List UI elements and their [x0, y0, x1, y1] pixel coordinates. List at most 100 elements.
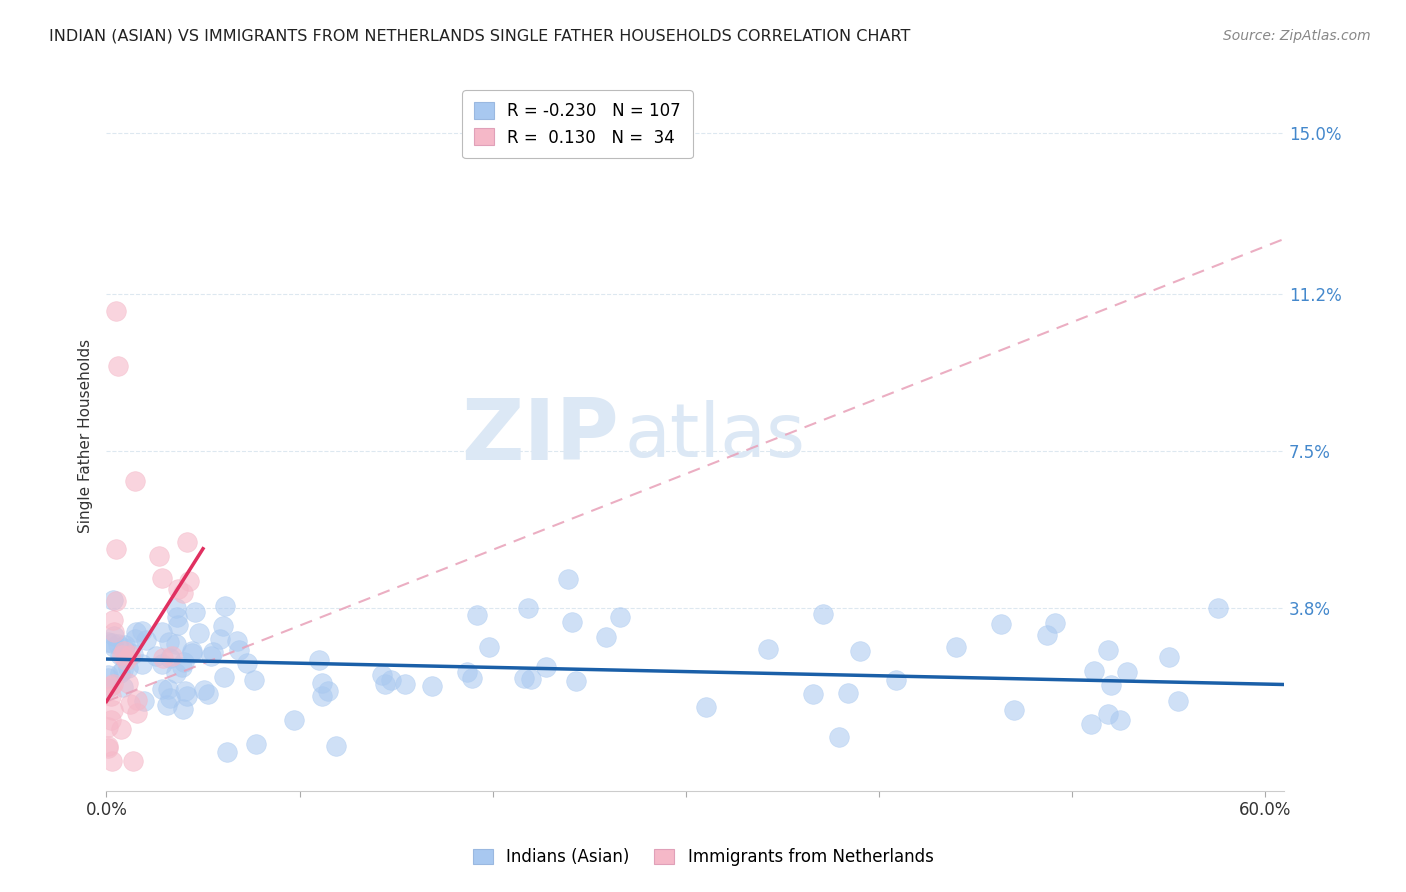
Point [197, 687, 219, 701]
Point [152, 651, 174, 665]
Point [105, 304, 128, 318]
Point [159, 691, 181, 706]
Point [117, 676, 139, 690]
Point [1109, 713, 1132, 727]
Point [121, 647, 143, 661]
Point [101, 754, 124, 768]
Point [595, 630, 617, 644]
Point [150, 657, 173, 672]
Point [122, 754, 145, 768]
Point [609, 610, 631, 624]
Text: INDIAN (ASIAN) VS IMMIGRANTS FROM NETHERLANDS SINGLE FATHER HOUSEHOLDS CORRELATI: INDIAN (ASIAN) VS IMMIGRANTS FROM NETHER… [49, 29, 911, 44]
Point [371, 668, 394, 682]
Point [1099, 677, 1122, 691]
Point [374, 677, 396, 691]
Point [456, 665, 478, 680]
Point [394, 677, 416, 691]
Point [201, 644, 224, 658]
Point [513, 671, 536, 685]
Point [97, 741, 120, 756]
Point [1167, 693, 1189, 707]
Point [115, 653, 138, 667]
Point [97, 681, 120, 695]
Point [97, 720, 120, 734]
Point [148, 549, 170, 564]
Point [1043, 615, 1066, 630]
Point [150, 625, 173, 640]
Point [124, 632, 146, 646]
Point [111, 648, 134, 662]
Point [226, 634, 249, 648]
Point [849, 644, 872, 658]
Point [478, 640, 501, 655]
Point [174, 684, 197, 698]
Point [811, 607, 834, 621]
Point [101, 636, 124, 650]
Point [124, 474, 146, 488]
Point [193, 683, 215, 698]
Point [166, 582, 188, 596]
Y-axis label: Single Father Households: Single Father Households [79, 339, 93, 533]
Point [827, 730, 849, 744]
Point [107, 359, 129, 374]
Point [519, 673, 541, 687]
Text: Source: ZipAtlas.com: Source: ZipAtlas.com [1223, 29, 1371, 43]
Point [107, 636, 129, 650]
Point [1115, 665, 1137, 680]
Point [100, 689, 122, 703]
Point [1097, 643, 1119, 657]
Point [172, 585, 194, 599]
Point [990, 617, 1012, 632]
Point [695, 699, 717, 714]
Point [465, 608, 488, 623]
Point [311, 689, 333, 703]
Point [801, 687, 824, 701]
Point [111, 663, 134, 677]
Point [180, 643, 202, 657]
Point [228, 643, 250, 657]
Point [557, 572, 579, 586]
Point [118, 648, 141, 663]
Point [170, 660, 193, 674]
Point [217, 746, 239, 760]
Point [111, 680, 134, 694]
Point [214, 599, 236, 613]
Point [150, 571, 173, 585]
Point [308, 653, 330, 667]
Point [945, 640, 967, 654]
Point [101, 592, 124, 607]
Point [176, 690, 198, 704]
Point [245, 737, 267, 751]
Point [156, 698, 179, 712]
Point [104, 593, 127, 607]
Point [516, 601, 538, 615]
Legend: R = -0.230   N = 107, R =  0.130   N =  34: R = -0.230 N = 107, R = 0.130 N = 34 [463, 90, 693, 158]
Point [184, 605, 207, 619]
Point [420, 679, 443, 693]
Point [117, 661, 139, 675]
Point [1002, 703, 1025, 717]
Point [101, 703, 124, 717]
Point [125, 693, 148, 707]
Text: ZIP: ZIP [461, 395, 619, 478]
Point [173, 655, 195, 669]
Point [1080, 716, 1102, 731]
Point [311, 676, 333, 690]
Point [162, 649, 184, 664]
Point [114, 638, 136, 652]
Point [1206, 601, 1229, 615]
Point [104, 541, 127, 556]
Point [172, 702, 194, 716]
Point [157, 635, 180, 649]
Point [134, 694, 156, 708]
Point [564, 673, 586, 688]
Point [209, 632, 232, 646]
Point [884, 673, 907, 687]
Point [131, 657, 153, 671]
Point [380, 673, 402, 687]
Point [1035, 628, 1057, 642]
Point [180, 646, 202, 660]
Point [283, 713, 305, 727]
Point [97, 671, 120, 685]
Point [165, 665, 187, 680]
